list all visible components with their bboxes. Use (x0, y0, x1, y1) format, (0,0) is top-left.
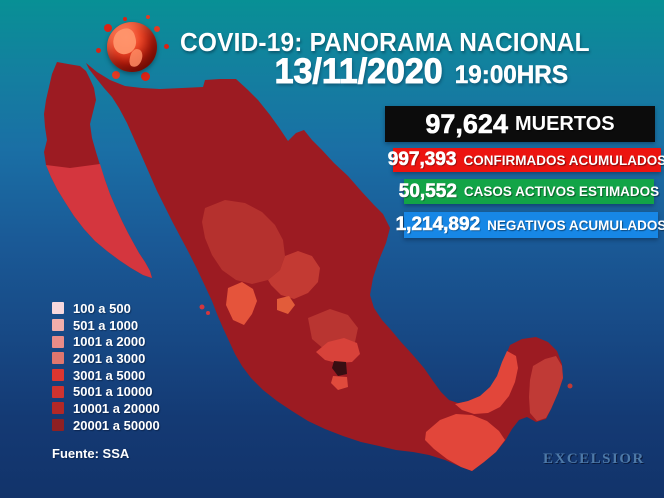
legend-swatch (52, 335, 64, 348)
map-legend: 100 a 500 501 a 1000 1001 a 2000 2001 a … (52, 300, 160, 434)
virus-dot (104, 24, 112, 32)
virus-globe-icon (94, 12, 178, 90)
legend-label: 501 a 1000 (73, 317, 139, 333)
stat-box-activos: 50,552 CASOS ACTIVOS ESTIMADOS (398, 179, 659, 204)
excelsior-watermark: EXCELSIOR (543, 451, 645, 467)
legend-swatch (52, 402, 64, 415)
legend-label: 1001 a 2000 (73, 334, 146, 350)
virus-dot (123, 17, 127, 21)
map-state-cdmx (332, 361, 347, 376)
legend-item: 2001 a 3000 (52, 350, 160, 367)
legend-item: 501 a 1000 (52, 317, 160, 334)
legend-swatch (52, 352, 64, 365)
legend-swatch (52, 369, 64, 382)
map-state-chiapas (425, 414, 505, 471)
virus-dot (154, 26, 160, 32)
stat-value: 1,214,892 (395, 214, 481, 236)
map-state-quintana-roo (529, 356, 563, 421)
stat-value: 97,624 (425, 108, 508, 139)
virus-dot (96, 48, 101, 53)
stat-box-muertos: 97,624 MUERTOS (385, 106, 655, 142)
stat-label: MUERTOS (514, 112, 615, 135)
globe-sphere (107, 22, 157, 72)
stat-label: NEGATIVOS ACUMULADOS (487, 217, 664, 233)
map-state-zacatecas (268, 251, 320, 299)
map-islas-marias-2 (206, 311, 210, 315)
legend-item: 10001 a 20000 (52, 400, 160, 417)
stat-value: 50,552 (398, 180, 457, 202)
legend-label: 2001 a 3000 (73, 350, 146, 366)
stat-value: 997,393 (387, 149, 457, 171)
legend-label: 5001 a 10000 (73, 384, 153, 400)
legend-swatch (52, 385, 64, 398)
virus-dot (146, 15, 150, 19)
legend-label: 3001 a 5000 (73, 367, 146, 383)
date-line: 13/11/2020 19:00HRS (180, 52, 568, 92)
legend-label: 20001 a 50000 (73, 417, 160, 433)
stat-box-negativos: 1,214,892 NEGATIVOS ACUMULADOS (395, 212, 664, 238)
legend-label: 100 a 500 (73, 300, 131, 316)
date-text: 13/11/2020 (274, 52, 443, 92)
map-state-morelos (331, 376, 348, 390)
map-state-baja-california-sur (46, 164, 152, 278)
legend-item: 20001 a 50000 (52, 417, 160, 434)
map-state-nayarit (226, 282, 257, 325)
stat-label: CONFIRMADOS ACUMULADOS (463, 152, 664, 168)
map-state-campeche (455, 351, 518, 414)
map-isla-cozumel (567, 383, 573, 389)
map-state-aguascalientes (277, 296, 295, 314)
legend-swatch (52, 419, 64, 432)
stat-label: CASOS ACTIVOS ESTIMADOS (463, 184, 660, 199)
legend-item: 5001 a 10000 (52, 383, 160, 400)
virus-dot (164, 44, 169, 49)
legend-item: 100 a 500 (52, 300, 160, 317)
virus-dot (112, 71, 120, 79)
time-text: 19:00HRS (454, 61, 569, 90)
stat-box-confirmados: 997,393 CONFIRMADOS ACUMULADOS (387, 148, 664, 172)
legend-item: 3001 a 5000 (52, 367, 160, 384)
map-state-durango (202, 200, 285, 284)
legend-swatch (52, 319, 64, 332)
page-title: COVID-19: PANORAMA NACIONAL (180, 27, 590, 57)
virus-dot (141, 72, 150, 81)
map-mainland (86, 63, 563, 471)
legend-label: 10001 a 20000 (73, 400, 160, 416)
map-islas-marias (199, 304, 205, 310)
legend-item: 1001 a 2000 (52, 333, 160, 350)
source-label: Fuente: SSA (52, 446, 130, 461)
legend-swatch (52, 302, 64, 315)
map-state-mexico (316, 338, 360, 363)
